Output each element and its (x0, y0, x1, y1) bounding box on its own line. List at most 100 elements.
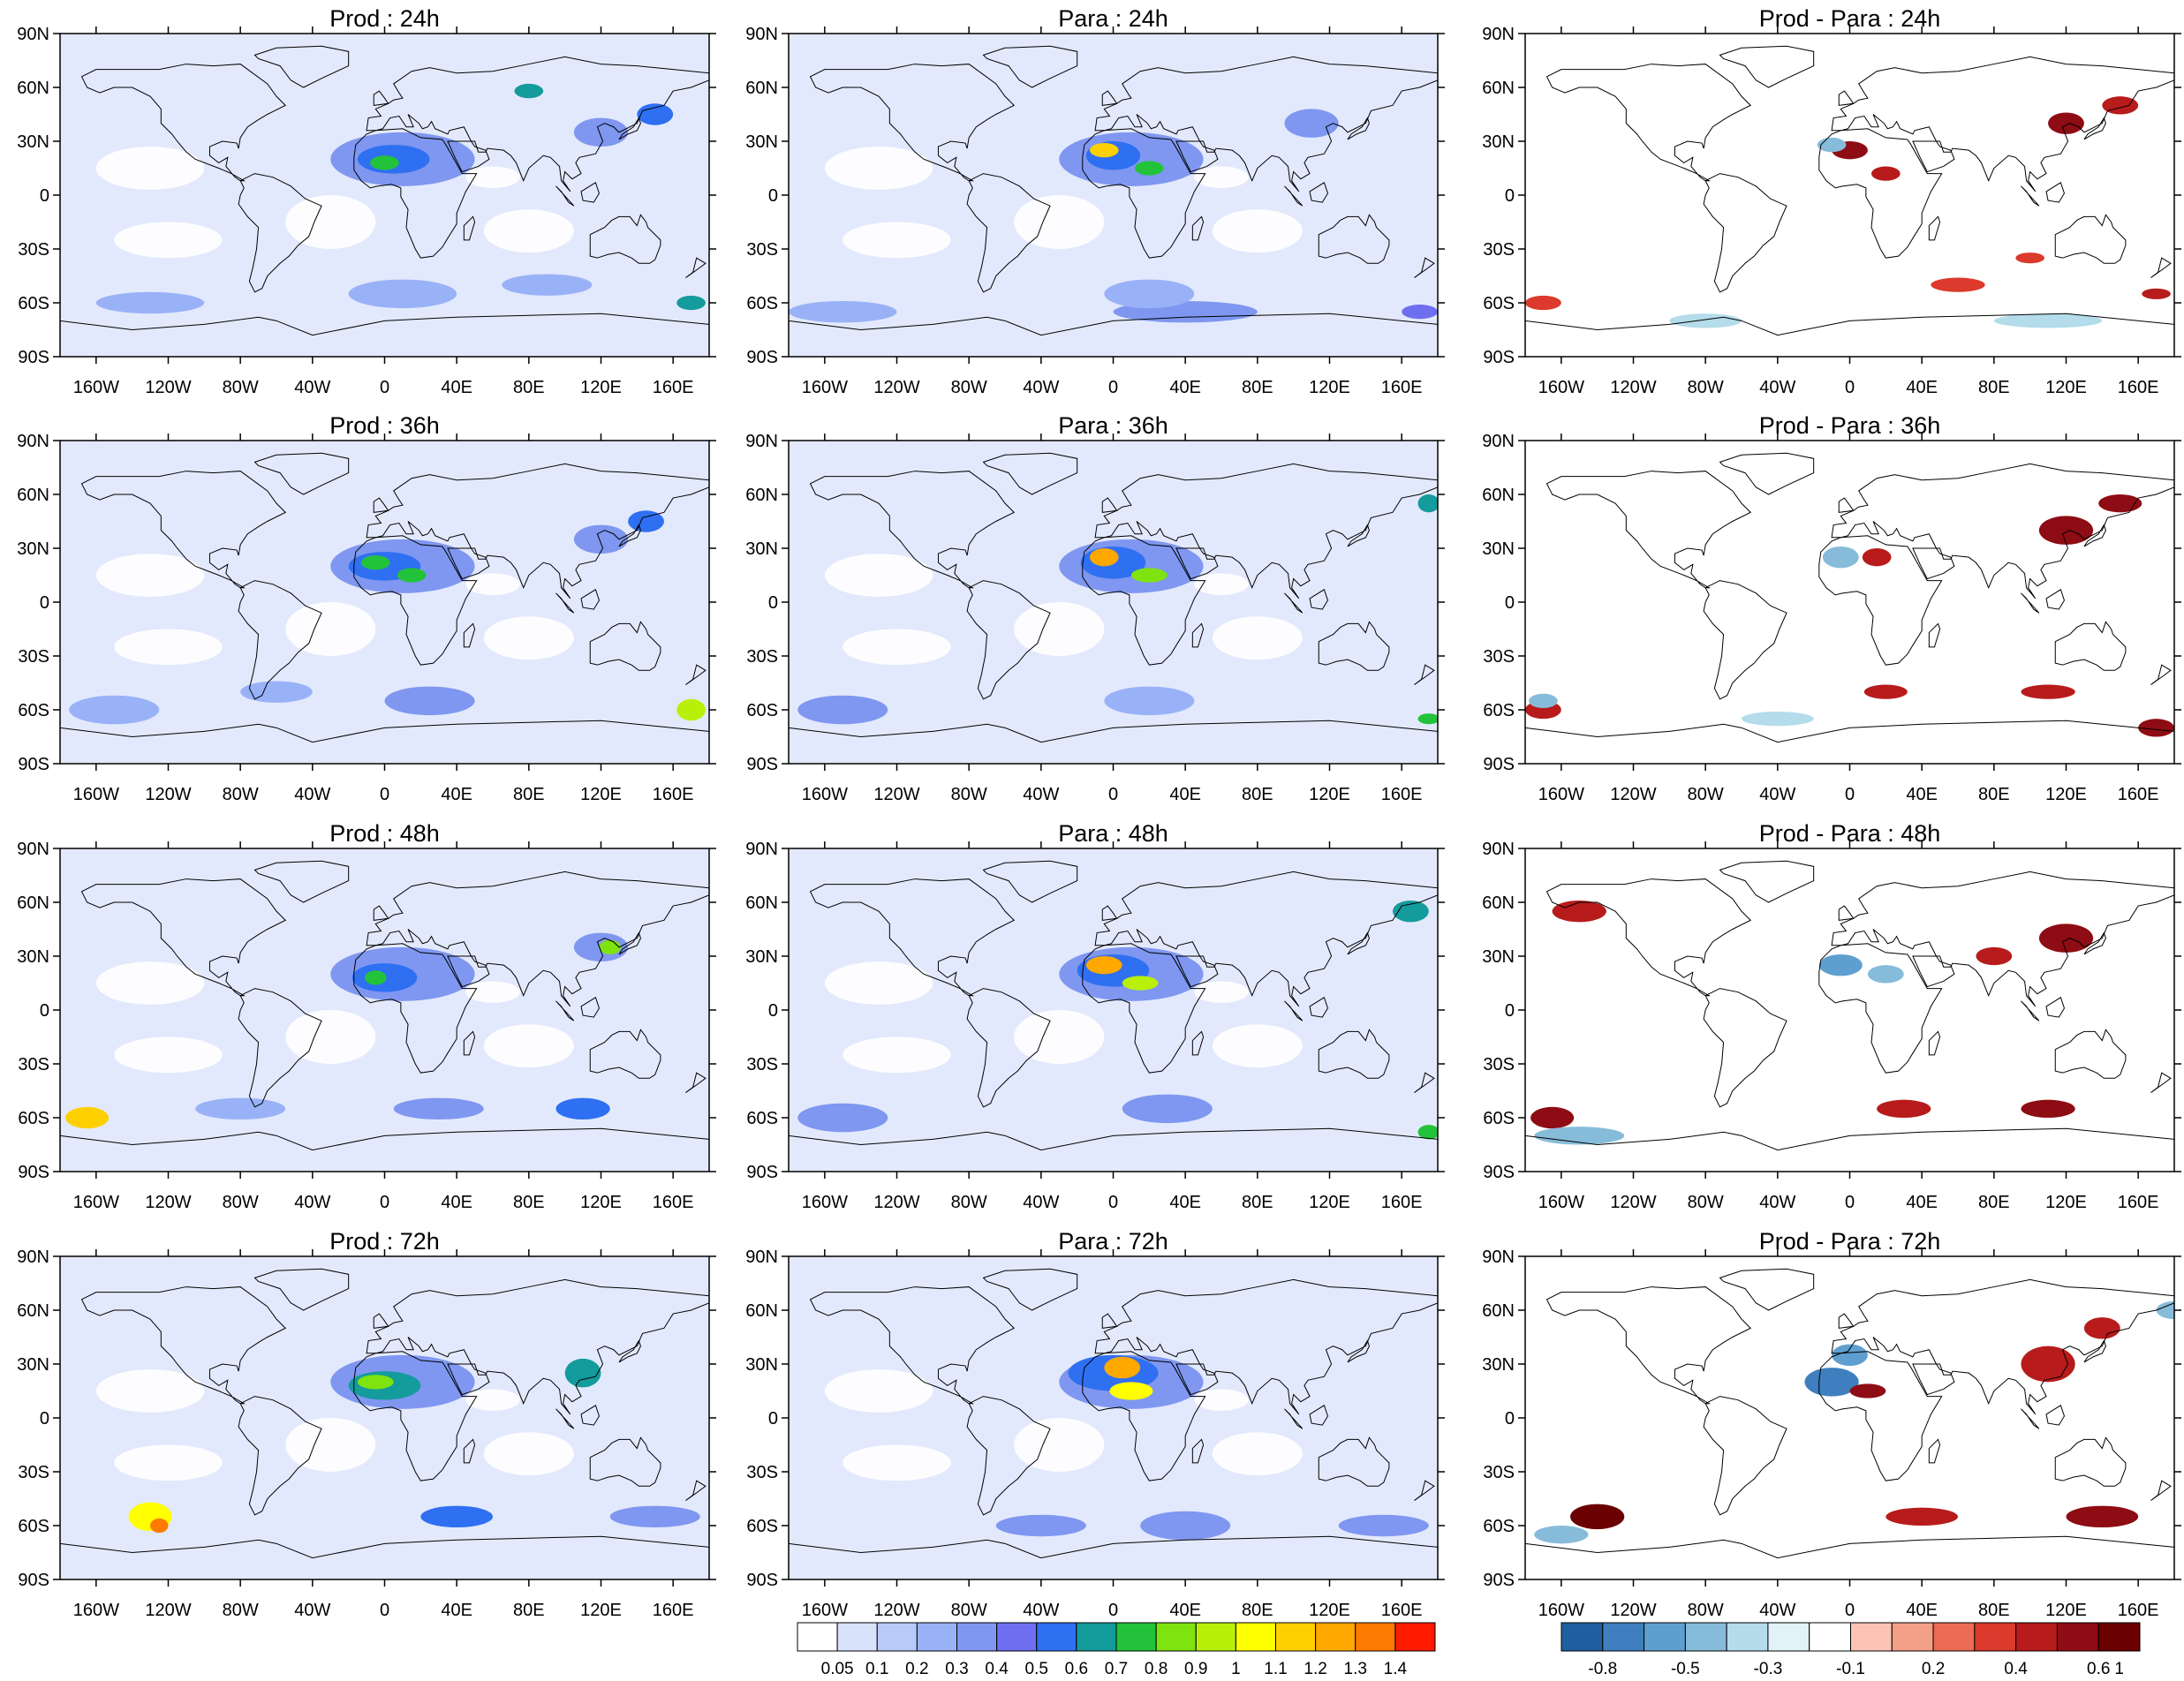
coastline (1191, 1030, 1205, 1056)
colorbar-swatch (1767, 1622, 1810, 1652)
coastline (1175, 1363, 1219, 1396)
field-contour-blob (1109, 1382, 1153, 1400)
field-low-region (95, 961, 205, 1005)
diff-contour-blob (1871, 166, 1901, 181)
coastline (809, 64, 1016, 182)
coastline (1831, 1278, 2174, 1415)
field-low-region (843, 222, 951, 259)
lon-label: 160W (73, 785, 119, 804)
field-low-region (824, 554, 933, 597)
lon-label: 120W (1610, 785, 1656, 804)
lon-label: 80E (1242, 785, 1273, 804)
colorbar-label: -0.1 (1836, 1660, 1865, 1677)
lon-label: 80W (223, 785, 259, 804)
field-low-region (465, 573, 520, 595)
lon-label: 160W (1538, 785, 1584, 804)
coastline (1545, 471, 1752, 589)
coastline (685, 1072, 707, 1093)
coastline (447, 547, 490, 580)
coastline (580, 589, 601, 610)
coastline (373, 90, 389, 106)
lon-label: 120E (580, 378, 622, 397)
colorbar-swatch (996, 1622, 1038, 1652)
lat-label: 30N (17, 1355, 49, 1375)
diff-contour-blob (1867, 965, 1904, 984)
field-low-region (465, 1389, 520, 1411)
coastline (1284, 592, 1304, 614)
lat-label: 90S (746, 755, 778, 774)
map-background (789, 441, 1438, 764)
coastline (2054, 621, 2127, 671)
lon-label: 40E (441, 1193, 472, 1212)
colorbar-label: 0.1 (865, 1660, 888, 1677)
lon-label: 0 (1108, 785, 1118, 804)
field-low-region (824, 1369, 933, 1413)
field-contour-blob (1284, 109, 1339, 138)
field-low-region (285, 1010, 376, 1064)
field-low-region (483, 1024, 574, 1068)
coastline (366, 871, 709, 1007)
lat-label: 30N (745, 1355, 778, 1375)
field-contour-blob (1402, 305, 1438, 320)
lat-label: 0 (1505, 593, 1515, 613)
field-contour-blob (609, 1505, 700, 1528)
diff-contour-blob (1931, 277, 1985, 292)
lon-label: 160W (1538, 1193, 1584, 1212)
coastline (589, 214, 661, 264)
lon-label: 40W (1759, 1601, 1795, 1620)
coastline (238, 988, 322, 1108)
lon-label: 80E (1978, 1193, 2010, 1212)
lon-label: 0 (1845, 1601, 1855, 1620)
lon-label: 0 (1845, 1193, 1855, 1212)
field-low-region (1212, 1432, 1303, 1476)
coastline (1094, 463, 1438, 599)
field-low-region (1014, 1418, 1105, 1472)
diff-contour-blob (1534, 1526, 1589, 1544)
field-low-region (114, 1444, 223, 1481)
field-contour-blob (397, 568, 427, 583)
coastline (1719, 452, 1815, 495)
lat-label: 90N (1482, 25, 1515, 44)
lat-label: 30N (17, 539, 49, 559)
field-low-region (95, 554, 205, 597)
coastline (1838, 497, 1855, 513)
coastline (1838, 1313, 1855, 1329)
lon-label: 0 (380, 378, 389, 397)
lon-label: 40E (1906, 1601, 1938, 1620)
coastline (2045, 589, 2066, 610)
field-low-region (465, 981, 520, 1003)
lat-label: 30N (17, 132, 49, 152)
coastline (1101, 497, 1118, 513)
colorbar-swatch (1394, 1622, 1436, 1652)
lat-label: 90S (1483, 348, 1515, 367)
lon-label: 120E (580, 1601, 622, 1620)
field-low-region (465, 166, 520, 188)
lat-label: 90S (18, 1571, 49, 1590)
field-contour-blob (995, 1514, 1086, 1537)
colorbar-label: 1 (1231, 1660, 1241, 1677)
lon-label: 40W (1023, 1601, 1059, 1620)
coastline (463, 1438, 476, 1464)
colorbar-swatch (1850, 1622, 1893, 1652)
coastline (1525, 1127, 2174, 1172)
coastline (1831, 56, 2174, 192)
field-contour-blob (1338, 1514, 1429, 1537)
colorbar-swatch (1891, 1622, 1934, 1652)
field-contour-blob (370, 155, 399, 170)
colorbar-swatch (1155, 1622, 1197, 1652)
colorbar-label: 0.4 (2004, 1660, 2028, 1677)
lon-label: 160W (73, 378, 119, 397)
lon-label: 120W (1610, 1193, 1656, 1212)
map-background (789, 1256, 1438, 1579)
diff-contour-blob (2021, 1346, 2075, 1383)
lon-label: 40W (294, 1601, 330, 1620)
coastline (253, 1268, 350, 1311)
coastline (580, 997, 601, 1018)
lon-label: 120W (145, 785, 191, 804)
colorbar-label: 0.6 (2087, 1660, 2110, 1677)
lat-label: 30S (746, 240, 778, 260)
coastline (373, 1313, 389, 1329)
coastline (809, 878, 1016, 997)
field-contour-blob (514, 83, 544, 99)
field-contour-blob (797, 695, 888, 725)
